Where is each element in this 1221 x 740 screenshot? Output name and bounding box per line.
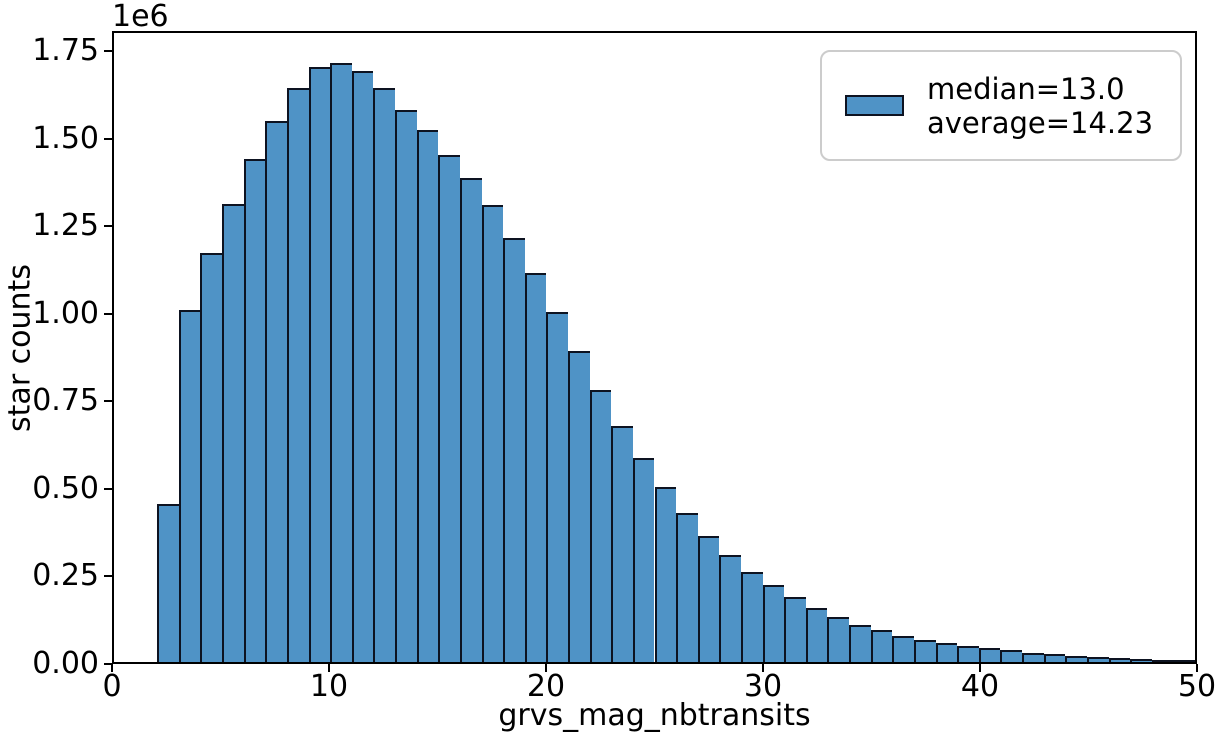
- histogram-bar: [568, 351, 590, 662]
- histogram-bar: [524, 273, 547, 662]
- y-tick-label: 1.25: [32, 208, 99, 244]
- legend-text: median=13.0 average=14.23: [927, 72, 1153, 140]
- y-tick-mark: [104, 49, 112, 52]
- histogram-bar: [870, 629, 893, 662]
- y-tick-label: 0.25: [32, 558, 99, 594]
- y-tick-mark: [104, 225, 112, 228]
- histogram-bar: [265, 120, 287, 662]
- histogram-bar: [827, 617, 850, 662]
- histogram-bar: [740, 571, 763, 662]
- y-tick-label: 1.75: [32, 32, 99, 68]
- x-tick-mark: [762, 664, 764, 672]
- y-tick-label: 0.00: [32, 646, 99, 681]
- x-tick-mark: [979, 664, 981, 672]
- histogram-bar: [849, 624, 871, 662]
- bars-layer: [114, 33, 1195, 662]
- x-tick-label: 20: [526, 669, 566, 704]
- y-tick-mark: [104, 312, 112, 315]
- histogram-bar: [784, 597, 806, 662]
- x-tick-label: 0: [102, 669, 122, 704]
- histogram-bar: [1130, 659, 1152, 662]
- histogram-bar: [632, 458, 655, 662]
- x-tick-mark: [111, 664, 113, 672]
- histogram-bar: [416, 130, 439, 662]
- y-tick-mark: [104, 575, 112, 578]
- x-tick-mark: [1196, 664, 1198, 672]
- x-axis-label: grvs_mag_nbtransits: [498, 698, 811, 733]
- histogram-bar: [1108, 658, 1131, 662]
- legend-median-label: median=13.0: [927, 71, 1125, 106]
- histogram-bar: [1086, 657, 1109, 662]
- y-tick-mark: [104, 487, 112, 490]
- histogram-bar: [178, 310, 201, 662]
- histogram-bar: [373, 87, 396, 662]
- histogram-bar: [935, 642, 958, 662]
- histogram-bar: [1151, 659, 1174, 662]
- histogram-bar: [913, 640, 936, 662]
- histogram-bar: [589, 390, 612, 662]
- x-tick-label: 50: [1177, 669, 1217, 704]
- histogram-bar: [438, 154, 460, 662]
- y-tick-label: 0.50: [32, 470, 99, 506]
- histogram-bar: [1000, 650, 1023, 662]
- histogram-bar: [697, 535, 720, 662]
- x-tick-mark: [328, 664, 330, 672]
- histogram-bar: [351, 70, 374, 662]
- x-tick-label: 10: [309, 669, 349, 704]
- histogram-bar: [459, 178, 482, 662]
- y-tick-mark: [104, 400, 112, 403]
- legend-average-label: average=14.23: [927, 105, 1154, 140]
- histogram-bar: [978, 648, 1001, 662]
- histogram-bar: [222, 204, 244, 662]
- histogram-bar: [805, 607, 828, 662]
- histogram-bar: [308, 67, 331, 662]
- histogram-bar: [762, 585, 785, 662]
- histogram-bar: [719, 555, 741, 662]
- y-tick-label: 0.75: [32, 383, 99, 419]
- histogram-bar: [1173, 660, 1195, 662]
- y-tick-mark: [104, 663, 112, 665]
- x-tick-label: 30: [743, 669, 783, 704]
- x-tick-mark: [545, 664, 547, 672]
- histogram-bar: [676, 512, 698, 662]
- histogram-bar: [1065, 655, 1087, 662]
- y-axis-offset-text: 1e6: [112, 0, 169, 34]
- histogram-bar: [330, 62, 352, 662]
- histogram-bar: [157, 503, 179, 662]
- legend: median=13.0 average=14.23: [820, 50, 1182, 161]
- y-tick-mark: [104, 137, 112, 140]
- histogram-bar: [286, 87, 309, 662]
- legend-swatch: [845, 95, 904, 116]
- histogram-bar: [892, 635, 914, 662]
- histogram-bar: [654, 486, 677, 662]
- histogram-bar: [200, 253, 223, 662]
- histogram-bar: [957, 646, 979, 662]
- x-tick-label: 40: [960, 669, 1000, 704]
- histogram-bar: [546, 311, 568, 662]
- histogram-bar: [1022, 652, 1044, 662]
- histogram-bar: [243, 159, 266, 662]
- histogram-bar: [1043, 654, 1066, 662]
- histogram-bar: [481, 205, 504, 662]
- histogram-bar: [395, 110, 417, 662]
- histogram-bar: [611, 425, 633, 662]
- histogram-bar: [503, 238, 525, 662]
- y-tick-label: 1.00: [32, 295, 99, 331]
- y-tick-label: 1.50: [32, 120, 99, 156]
